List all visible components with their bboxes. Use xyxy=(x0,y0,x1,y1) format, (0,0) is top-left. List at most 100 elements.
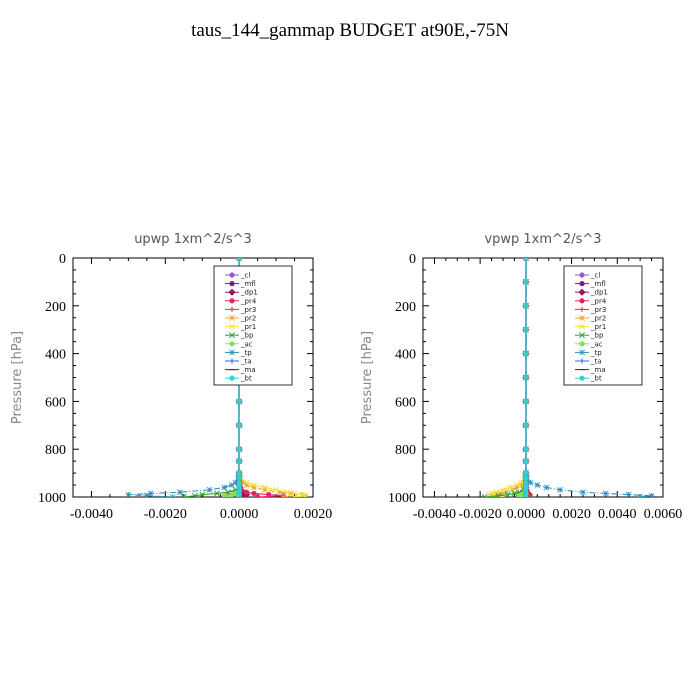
legend-marker xyxy=(229,323,235,330)
x-tick-label: 0.0020 xyxy=(552,507,591,522)
data-point-bt xyxy=(523,351,529,357)
legend-marker xyxy=(579,358,585,364)
legend-label: _mfl xyxy=(240,280,256,288)
data-point-pr1 xyxy=(506,484,513,491)
legend-label: _tp xyxy=(590,349,602,357)
legend-box xyxy=(213,265,293,386)
y-tick-label: 0 xyxy=(59,252,66,267)
data-point-pr2 xyxy=(280,494,287,497)
legend: _cl_mfl_dp1_pr4_pr3_pr2_pr1_bp_ac_tp_ta_… xyxy=(213,265,293,386)
chart-panel-1: upwp 1xm^2/s^3 Pressure [hPa] 0 200 400 600 80… xyxy=(10,232,332,522)
y-tick-label: 1000 xyxy=(388,491,416,506)
x-tick-label: -0.0020 xyxy=(459,507,502,522)
y-tick-label: 800 xyxy=(395,443,416,458)
data-point-pr4 xyxy=(243,489,250,495)
data-point-pr2 xyxy=(251,484,257,491)
legend-marker xyxy=(229,332,235,339)
data-point-pr2 xyxy=(493,491,500,497)
data-point-bt xyxy=(523,470,529,476)
data-point-bt xyxy=(523,475,529,481)
data-point-bp xyxy=(511,490,518,497)
data-point-tp xyxy=(177,489,183,496)
y-axis-label: Pressure [hPa] xyxy=(360,331,375,424)
x-tick-label: 0.0040 xyxy=(598,507,637,522)
figure-title: taus_144_gammap BUDGET at90E,-75N xyxy=(191,20,509,41)
series-line-bp xyxy=(484,258,527,497)
legend-label: _pr4 xyxy=(590,297,607,305)
data-point-bt xyxy=(523,327,529,333)
data-point-pr1 xyxy=(291,494,298,497)
data-point-tp xyxy=(543,484,550,491)
legend-label: _pr3 xyxy=(240,306,256,314)
legend-label: _ta xyxy=(240,358,252,366)
data-point-pr1 xyxy=(273,486,280,493)
x-tick-label: -0.0040 xyxy=(70,507,113,522)
panel-title: vpwp 1xm^2/s^3 xyxy=(484,232,601,247)
data-point-tp xyxy=(602,490,609,497)
y-tick-label: 600 xyxy=(45,395,66,410)
chart-panel-2: vpwp 1xm^2/s^3 Pressure [hPa] 0 200 400 600 80… xyxy=(360,232,682,522)
legend-marker xyxy=(579,315,585,321)
legend-marker xyxy=(578,288,586,296)
data-point-tp xyxy=(534,482,541,488)
data-point-bt xyxy=(523,279,529,285)
legend-label: _bt xyxy=(240,375,252,383)
legend-box xyxy=(563,265,643,386)
data-point-pr1 xyxy=(302,492,309,497)
data-point-pr2 xyxy=(243,482,250,488)
data-point-pr1 xyxy=(518,479,525,486)
legend-marker xyxy=(579,332,585,339)
legend-label: _pr2 xyxy=(590,315,606,323)
data-point-bt xyxy=(236,458,242,464)
x-tick-label: 0.0020 xyxy=(294,507,333,522)
data-point-bp xyxy=(481,494,488,497)
data-point-bt xyxy=(236,470,242,476)
legend-marker xyxy=(579,306,585,312)
data-point-bt xyxy=(523,258,529,261)
legend-marker xyxy=(228,288,236,296)
legend-label: _bp xyxy=(240,332,254,340)
legend-marker xyxy=(579,298,585,304)
y-tick-label: 1000 xyxy=(38,491,66,506)
data-point-tp xyxy=(232,479,239,486)
data-point-bt xyxy=(523,303,529,309)
data-point-ac xyxy=(229,492,235,497)
data-point-pr2 xyxy=(513,484,520,491)
y-tick-label: 600 xyxy=(395,395,416,410)
legend-marker xyxy=(229,281,235,287)
legend-label: _cl xyxy=(240,272,250,280)
legend-marker xyxy=(229,375,235,381)
series-line-pr1 xyxy=(487,258,527,497)
legend-label: _dp1 xyxy=(590,289,608,297)
legend-label: _dp1 xyxy=(240,289,258,297)
data-point-pr4 xyxy=(255,494,261,497)
data-point-bt xyxy=(236,494,242,497)
y-tick-label: 0 xyxy=(409,252,416,267)
data-point-tp xyxy=(625,491,632,497)
legend-label: _pr1 xyxy=(240,323,256,331)
data-point-pr1 xyxy=(262,484,268,491)
legend-marker xyxy=(229,298,235,304)
data-point-bt xyxy=(523,458,529,464)
x-tick-label: 0.0000 xyxy=(220,507,259,522)
data-point-bt xyxy=(236,398,242,404)
y-tick-label: 200 xyxy=(395,300,416,315)
data-point-pr1 xyxy=(284,489,291,496)
data-point-tp xyxy=(221,484,228,491)
x-tick-label: -0.0020 xyxy=(144,507,187,522)
series-group xyxy=(481,258,655,497)
data-point-pr1 xyxy=(493,489,500,496)
data-point-pr2 xyxy=(518,482,525,488)
legend-label: _ac xyxy=(590,340,603,348)
data-point-pr1 xyxy=(250,482,257,489)
data-point-bt xyxy=(236,446,242,452)
data-point-bt xyxy=(523,374,529,381)
data-point-tp xyxy=(143,492,150,497)
data-point-bt xyxy=(236,475,242,481)
legend-marker xyxy=(579,349,585,356)
legend-label: _bt xyxy=(590,375,602,383)
legend-label: _ta xyxy=(590,358,602,366)
legend-label: _ma xyxy=(240,366,256,374)
legend-label: _ac xyxy=(240,340,253,348)
